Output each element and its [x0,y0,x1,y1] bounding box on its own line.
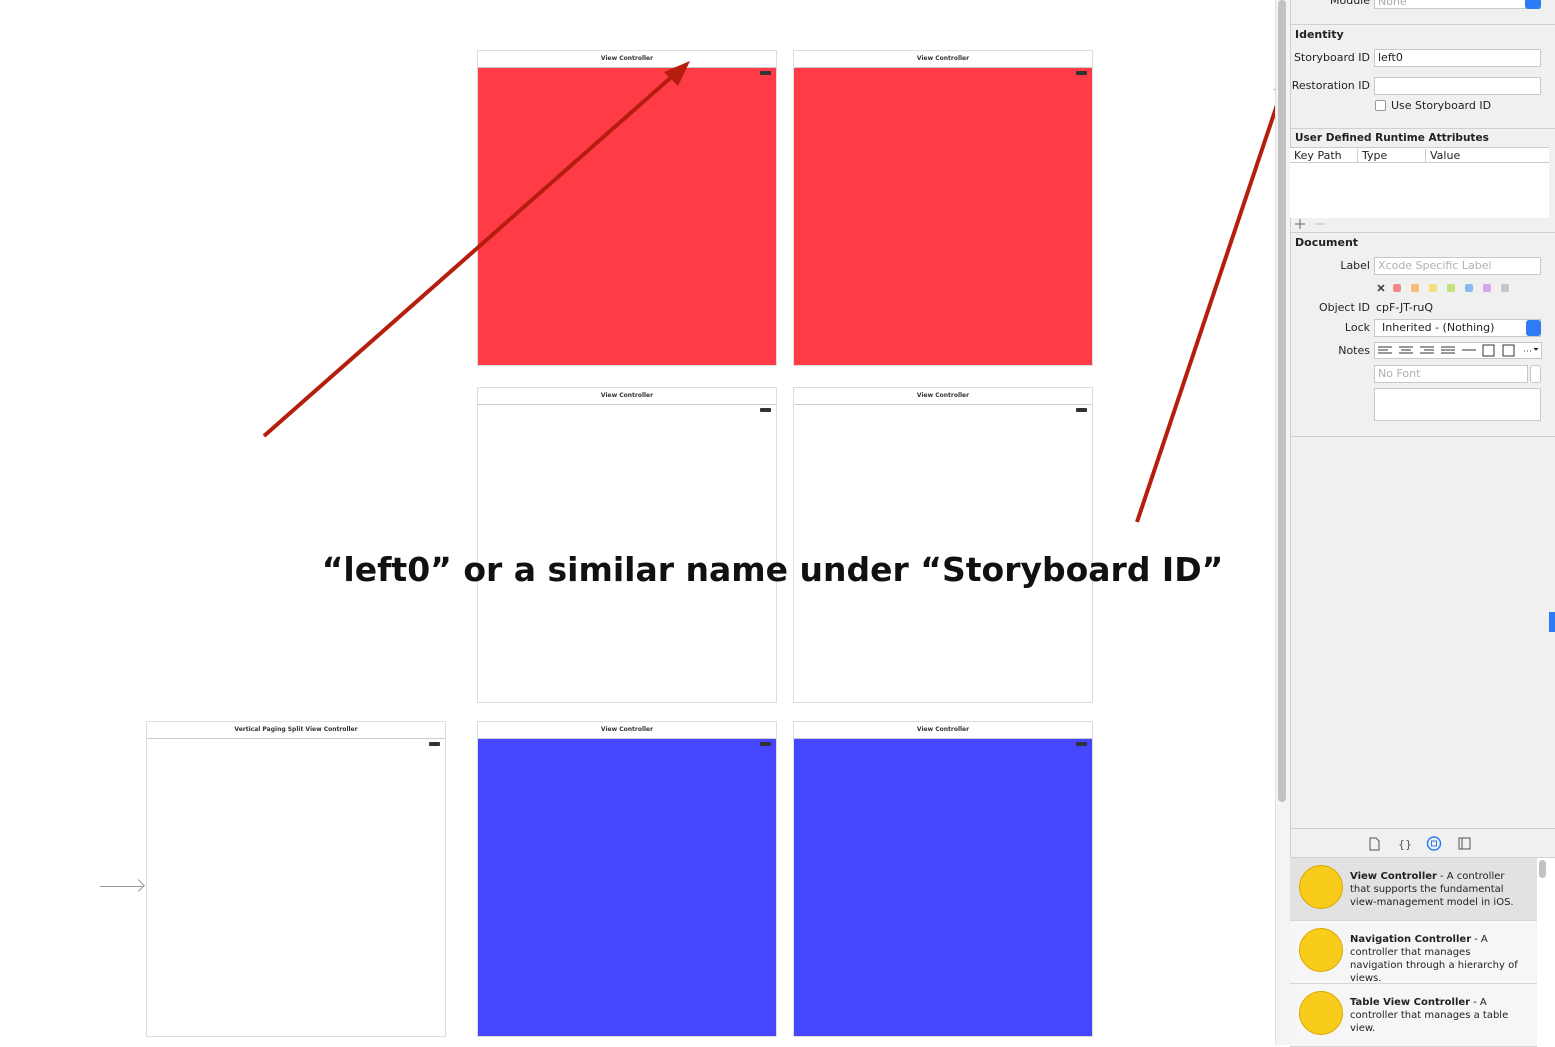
scene-title: View Controller [478,388,776,405]
field-label: Label [1340,259,1370,272]
library-item[interactable]: Navigation Controller - A controller that… [1290,921,1537,984]
item-name: View Controller [1350,871,1437,882]
section-title: User Defined Runtime Attributes [1295,132,1489,144]
module-label: Module [1330,0,1370,7]
lock-popup[interactable]: Inherited - (Nothing) [1374,319,1541,337]
divider [1290,128,1555,129]
module-popup[interactable]: None [1374,0,1541,9]
library-text: Navigation Controller - A controller that… [1350,933,1525,985]
color-label[interactable] [1393,284,1401,292]
field-label: Notes [1338,344,1370,357]
divider [1290,857,1555,858]
item-description: - A controller that supports the fundame… [1350,871,1514,908]
scene-title: View Controller [794,722,1092,739]
section-title: Document [1295,236,1359,249]
section-title: Identity [1295,28,1344,41]
scene: View Controller [793,721,1093,1037]
color-label[interactable] [1501,284,1509,292]
library-text: Table View Controller - A controller that… [1350,996,1525,1035]
scene-title: Vertical Paging Split View Controller [147,722,445,739]
storyboard-id-field[interactable]: left0 [1374,49,1541,67]
notes-toolbar[interactable] [1374,342,1542,359]
annotation: “left0” or a similar name under “Storybo… [321,550,1224,589]
checkbox[interactable] [1375,100,1386,111]
item-name: Navigation Controller [1350,934,1472,945]
scene-title: View Controller [478,722,776,739]
library-icon [1299,928,1343,972]
label-field[interactable]: Xcode Specific Label [1374,257,1541,275]
attributes-table [1290,147,1549,218]
field-label: Storyboard ID [1293,51,1370,64]
scene: View Controller [793,50,1093,366]
object-id: cpF-JT-ruQ [1376,301,1434,314]
font-field[interactable]: No Font [1374,365,1528,383]
battery-icon [429,742,440,746]
scroll-indicator [1549,612,1555,632]
entry-arrow [100,886,144,887]
color-label[interactable] [1483,284,1491,292]
battery-icon [1076,408,1087,412]
divider [1290,828,1555,829]
divider [1290,24,1555,25]
field-label: Lock [1344,321,1370,334]
item-name: Table View Controller [1350,997,1471,1008]
scene: View Controller [793,387,1093,703]
clear-color[interactable] [1377,284,1385,292]
battery-icon [760,742,771,746]
divider [1290,436,1555,437]
battery-icon [1076,742,1087,746]
library-tabs[interactable]: {} [1360,835,1480,853]
inspector [1290,0,1555,858]
battery-icon [760,71,771,75]
table-header-line [1290,162,1549,163]
divider [1290,232,1555,233]
column-header: Value [1425,149,1460,162]
column-header: Type [1357,149,1387,162]
restoration-id-field[interactable] [1374,77,1541,95]
library-item[interactable]: View Controller - A controller that suppo… [1290,858,1537,921]
scene-title: View Controller [794,51,1092,68]
arrow [1135,86,1285,523]
column-header: Key Path [1294,149,1342,162]
battery-icon [760,408,771,412]
color-label[interactable] [1465,284,1473,292]
scene: View Controller [477,721,777,1037]
notes-area[interactable] [1374,388,1541,421]
scene: Vertical Paging Split View Controller [146,721,446,1037]
scrollbar-thumb[interactable] [1278,0,1286,802]
field-label: Restoration ID [1291,79,1370,92]
color-label[interactable] [1429,284,1437,292]
library-icon [1299,991,1343,1035]
battery-icon [1076,71,1087,75]
field-label: Object ID [1318,301,1370,314]
library-scroll-thumb[interactable] [1539,860,1546,878]
scene-title: View Controller [794,388,1092,405]
library-text: View Controller - A controller that suppo… [1350,870,1525,909]
svg-text:{}: {} [1398,838,1412,851]
item-description: - A controller that manages navigation t… [1350,934,1518,984]
color-label[interactable] [1447,284,1455,292]
item-description: - A controller that manages a table view… [1350,997,1509,1034]
scene: View Controller [477,387,777,703]
scene: View Controller [477,50,777,366]
scene-title: View Controller [478,51,776,68]
font-stepper[interactable] [1530,365,1541,383]
checkbox-label: Use Storyboard ID [1391,99,1492,112]
popup-stepper[interactable] [1526,320,1541,336]
arrowhead [664,61,690,86]
library-item[interactable]: Table View Controller - A controller that… [1290,984,1537,1047]
add-remove-buttons[interactable] [1293,218,1333,230]
popup-stepper[interactable] [1525,0,1541,9]
color-label[interactable] [1411,284,1419,292]
arrow [262,71,678,438]
library-icon [1299,865,1343,909]
